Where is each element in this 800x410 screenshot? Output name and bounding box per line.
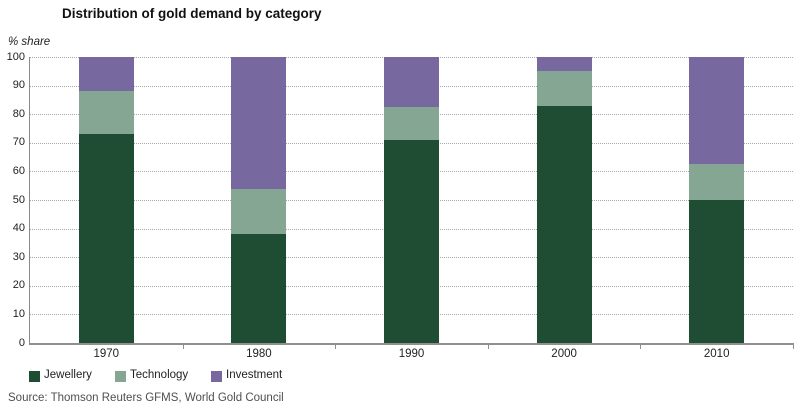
y-axis-tick-label: 90 [12, 79, 25, 92]
x-axis-line [29, 343, 794, 345]
x-axis-tick [487, 345, 489, 349]
chart-title: Distribution of gold demand by category [62, 6, 322, 21]
legend-swatch-investment [211, 371, 222, 382]
bar-segment-investment-2010 [689, 57, 745, 165]
bar-segment-technology-1980 [231, 188, 287, 235]
y-axis-tick-label: 30 [12, 250, 25, 263]
y-axis-line [29, 57, 30, 343]
legend-label-investment: Investment [226, 369, 283, 381]
y-axis-tick-label: 100 [6, 50, 25, 63]
y-axis-tick-label: 20 [12, 279, 25, 292]
bar-segment-investment-2000 [536, 57, 592, 72]
bar-segment-technology-1970 [78, 91, 134, 135]
bar-segment-investment-1970 [78, 57, 134, 92]
y-axis-tick-label: 80 [12, 107, 25, 120]
x-axis-tick-label: 2010 [703, 348, 730, 360]
source-note: Source: Thomson Reuters GFMS, World Gold… [8, 392, 284, 404]
legend-label-technology: Technology [130, 369, 189, 381]
x-axis-tick [335, 345, 337, 349]
bar-segment-technology-2000 [536, 71, 592, 106]
bar-segment-jewellery-2000 [536, 105, 592, 343]
bar-segment-jewellery-1990 [384, 139, 439, 343]
x-axis-tick-label: 1990 [398, 348, 425, 360]
bar-segment-technology-2010 [689, 164, 745, 200]
y-axis-tick-label: 0 [18, 336, 25, 349]
y-axis-tick-label: 40 [12, 222, 25, 235]
bar-segment-investment-1980 [231, 57, 287, 189]
legend-label-jewellery: Jewellery [44, 369, 92, 381]
y-axis-tick-label: 10 [12, 307, 25, 320]
x-axis-tick-label: 2000 [551, 348, 577, 360]
legend-swatch-technology [115, 371, 126, 382]
y-axis-tick-label: 50 [12, 193, 25, 206]
x-axis-tick [182, 345, 184, 349]
bar-segment-jewellery-1980 [231, 234, 287, 343]
x-axis-tick [793, 345, 794, 349]
bar-segment-investment-1990 [384, 57, 439, 108]
x-axis-tick-label: 1970 [93, 348, 120, 360]
bar-segment-jewellery-1970 [78, 134, 134, 343]
y-axis-tick-label: 60 [12, 164, 25, 177]
bar-segment-jewellery-2010 [689, 200, 745, 343]
y-axis-unit-label: % share [8, 36, 51, 48]
legend-swatch-jewellery [29, 371, 40, 382]
x-axis-tick-label: 1980 [246, 348, 272, 360]
y-axis-tick-label: 70 [12, 136, 25, 149]
bar-segment-technology-1990 [384, 107, 439, 140]
x-axis-tick [640, 345, 642, 349]
